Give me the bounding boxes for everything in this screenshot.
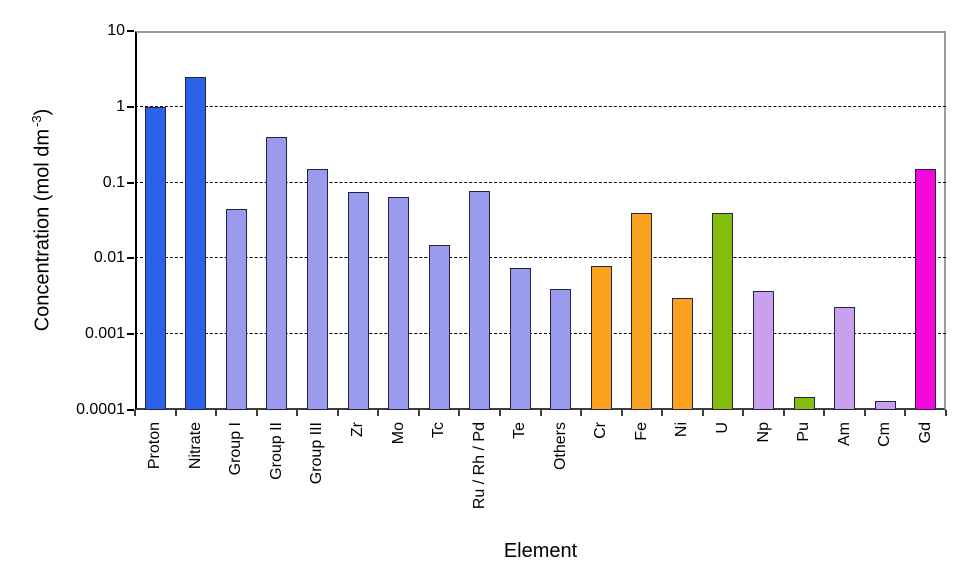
x-axis-tick	[620, 410, 623, 416]
gridline-0.1	[135, 181, 946, 183]
x-axis-tick	[782, 410, 785, 416]
y-tick-label: 1	[116, 97, 125, 115]
x-axis-tick	[863, 410, 866, 416]
y-axis-tick	[127, 333, 134, 336]
x-label-ni: Ni	[673, 422, 691, 438]
bar-cm	[874, 401, 896, 410]
y-axis-tick	[127, 30, 134, 32]
x-axis-tick	[215, 410, 218, 416]
x-label-pu: Pu	[795, 422, 813, 442]
y-axis-tick	[127, 105, 134, 108]
bar-pu	[793, 396, 815, 410]
x-label-am: Am	[835, 422, 853, 446]
y-axis-tick	[127, 181, 134, 184]
y-tick-label: 0.01	[93, 249, 125, 267]
x-label-fe: Fe	[632, 422, 650, 441]
x-label-nitrate: Nitrate	[186, 422, 204, 470]
gridline-0.001	[135, 333, 946, 335]
x-label-ru-rh-pd: Ru / Rh / Pd	[470, 422, 488, 510]
x-axis-tick	[336, 410, 339, 416]
x-label-group-ii: Group II	[267, 422, 285, 480]
bar-others	[550, 288, 572, 410]
y-axis-title-text: Concentration (mol dm	[31, 128, 54, 332]
bar-gd	[915, 169, 937, 410]
x-axis-tick	[255, 410, 258, 416]
y-tick-label: 0.0001	[76, 401, 125, 418]
bar-tc	[428, 245, 450, 410]
x-axis-tick	[458, 410, 461, 416]
y-axis-title: Concentration (mol dm-3)	[24, 30, 54, 410]
bar-ru-rh-pd	[469, 190, 491, 410]
x-axis-tick	[580, 410, 583, 416]
x-axis-tick	[539, 410, 542, 416]
gridline-0.01	[135, 257, 946, 259]
x-label-cr: Cr	[592, 422, 610, 439]
x-axis-tick	[498, 410, 501, 416]
bar-te	[509, 267, 531, 410]
bar-group-ii	[266, 136, 288, 410]
x-label-gd: Gd	[916, 422, 934, 444]
bar-group-iii	[306, 169, 328, 410]
bar-fe	[631, 212, 653, 410]
x-axis-tick	[417, 410, 420, 416]
x-label-proton: Proton	[146, 422, 164, 470]
bar-zr	[347, 192, 369, 410]
x-axis-tick	[701, 410, 704, 416]
bar-np	[753, 291, 775, 410]
gridline-1	[135, 105, 946, 107]
x-axis-tick	[904, 410, 907, 416]
bar-am	[834, 306, 856, 410]
bar-ni	[671, 298, 693, 410]
x-label-group-iii: Group III	[308, 422, 326, 485]
y-axis-tick	[127, 409, 134, 411]
x-axis-tick	[377, 410, 380, 416]
bar-mo	[388, 196, 410, 410]
bar-group-i	[225, 208, 247, 410]
bar-u	[712, 212, 734, 410]
x-axis-tick	[296, 410, 299, 416]
y-tick-label: 0.001	[84, 325, 125, 343]
bar-proton	[144, 106, 166, 410]
x-axis-tick	[945, 410, 947, 416]
x-label-cm: Cm	[876, 422, 894, 447]
y-tick-label: 10	[107, 22, 125, 39]
bar-nitrate	[185, 76, 207, 410]
x-axis-tick	[823, 410, 826, 416]
x-label-zr: Zr	[349, 422, 367, 438]
x-axis-tick	[661, 410, 664, 416]
x-label-u: U	[713, 422, 731, 434]
x-axis-tick	[134, 410, 136, 416]
x-label-others: Others	[551, 422, 569, 471]
bar-cr	[590, 265, 612, 410]
plot-area	[135, 31, 946, 410]
x-label-group-i: Group I	[227, 422, 245, 476]
y-axis-title-superscript: -3	[29, 115, 44, 127]
x-axis-tick	[174, 410, 177, 416]
x-axis-tick	[742, 410, 745, 416]
x-axis-title: Element	[503, 540, 578, 562]
x-label-np: Np	[754, 422, 772, 443]
x-label-te: Te	[511, 422, 529, 439]
x-label-mo: Mo	[389, 422, 407, 445]
y-axis-tick	[127, 257, 134, 260]
x-label-tc: Tc	[430, 422, 448, 438]
y-tick-label: 0.1	[102, 173, 125, 191]
